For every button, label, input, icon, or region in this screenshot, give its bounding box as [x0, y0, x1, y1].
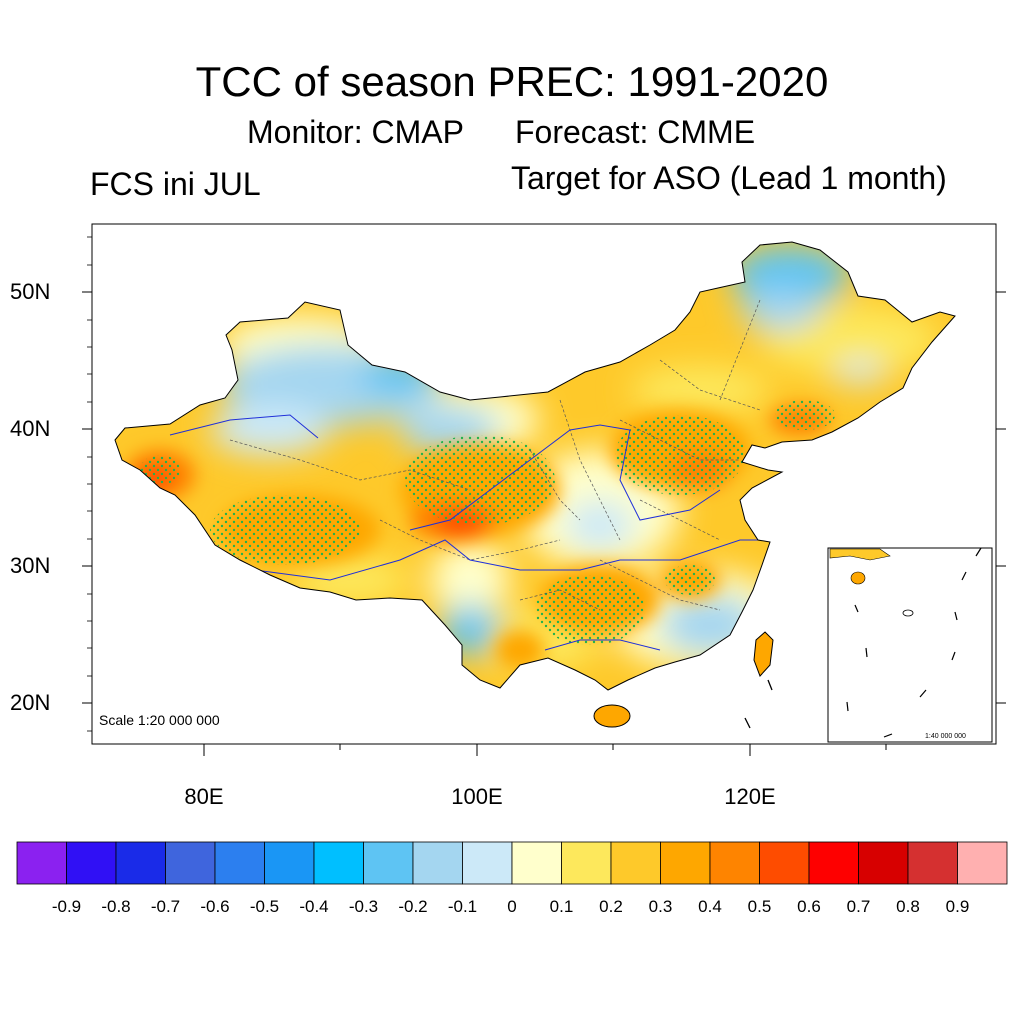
- init-label: FCS ini JUL: [90, 166, 261, 202]
- colorbar-swatch: [66, 841, 117, 885]
- axis-ticks: [82, 291, 1006, 756]
- inset-scale-label: 1:40 000 000: [925, 733, 966, 740]
- minor-ticks: [87, 236, 92, 732]
- colorbar-tick-label: -0.1: [447, 897, 478, 916]
- colorbar-swatch: [660, 841, 711, 885]
- colorbar-tick-label: 0.5: [747, 897, 772, 916]
- inset-map: [827, 547, 993, 743]
- colorbar-swatch: [264, 841, 315, 885]
- colorbar-tick-label: -0.5: [249, 897, 280, 916]
- monitor-subtitle: Monitor: CMAP: [247, 114, 464, 150]
- lat-label-20n: 20N: [10, 690, 51, 715]
- colorbar-tick-label: 0.7: [846, 897, 871, 916]
- colorbar-swatch: [808, 841, 859, 885]
- colorbar-tick-label: 0.8: [896, 897, 920, 916]
- colorbar-tick-label: 0.6: [797, 897, 821, 916]
- colorbar-tick-label: 0: [507, 897, 517, 916]
- colorbar-swatch: [16, 841, 67, 885]
- colorbar-tick-label: 0.2: [599, 897, 623, 916]
- colorbar-swatch: [412, 841, 463, 885]
- colorbar-tick-label: -0.2: [398, 897, 428, 916]
- colorbar-tick-label: 0.9: [945, 897, 970, 916]
- colorbar-swatch: [462, 841, 513, 885]
- colorbar-tick-label: -0.8: [101, 897, 131, 916]
- colorbar-tick-label: 0.4: [698, 897, 722, 916]
- colorbar: [16, 841, 1008, 885]
- sea-boundary-dashes: [744, 679, 773, 729]
- colorbar-swatch: [858, 841, 909, 885]
- colorbar-tick-label: 0.3: [648, 897, 673, 916]
- colorbar-swatch: [313, 841, 364, 885]
- colorbar-tick-label: -0.6: [200, 897, 230, 916]
- colorbar-swatch: [165, 841, 216, 885]
- lat-label-30n: 30N: [10, 553, 51, 578]
- colorbar-tick-label: -0.3: [348, 897, 379, 916]
- colorbar-swatch: [957, 841, 1008, 885]
- colorbar-tick-label: -0.7: [150, 897, 181, 916]
- colorbar-swatch: [759, 841, 810, 885]
- lat-label-50n: 50N: [10, 279, 51, 304]
- forecast-subtitle: Forecast: CMME: [515, 114, 756, 150]
- colorbar-swatch: [214, 841, 265, 885]
- lat-label-40n: 40N: [10, 416, 51, 441]
- significance-stippling: [140, 400, 835, 645]
- target-label: Target for ASO (Lead 1 month): [511, 160, 947, 196]
- colorbar-swatch: [363, 841, 414, 885]
- colorbar-swatch: [561, 841, 612, 885]
- colorbar-swatch: [610, 841, 661, 885]
- rivers: [169, 414, 770, 651]
- taiwan-island: [753, 631, 774, 677]
- colorbar-tick-label: -0.4: [299, 897, 329, 916]
- colorbar-swatch: [709, 841, 760, 885]
- lon-label-120e: 120E: [724, 784, 776, 809]
- chart-title: TCC of season PREC: 1991-2020: [195, 58, 829, 105]
- hainan-island: [593, 704, 631, 728]
- colorbar-tick-label: 0.1: [549, 897, 574, 916]
- colorbar-swatch: [907, 841, 958, 885]
- lon-label-80e: 80E: [184, 784, 224, 809]
- colorbar-tick-label: -0.9: [51, 897, 82, 916]
- map-scale-label: Scale 1:20 000 000: [99, 712, 220, 728]
- colorbar-swatch: [115, 841, 166, 885]
- lon-label-100e: 100E: [451, 784, 503, 809]
- colorbar-swatch: [511, 841, 562, 885]
